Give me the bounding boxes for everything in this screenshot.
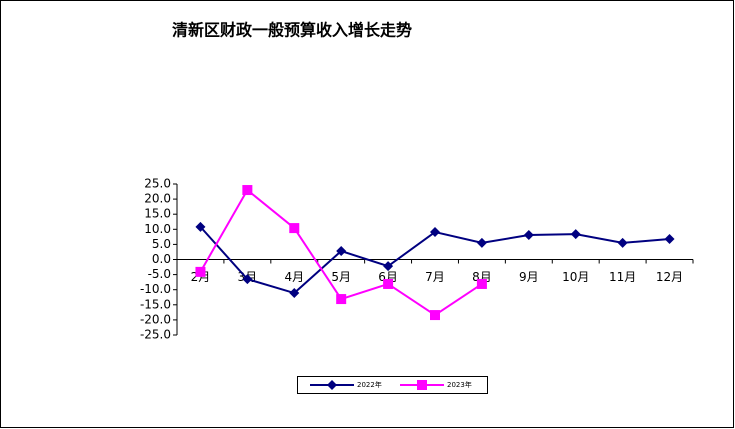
- marker: [617, 237, 628, 248]
- x-tick-label: 9月: [519, 270, 539, 284]
- marker: [336, 294, 347, 305]
- marker: [476, 278, 487, 289]
- x-tick-label: 12月: [656, 270, 683, 284]
- marker: [383, 261, 394, 272]
- marker: [570, 229, 581, 240]
- y-tick-label: -5.0: [148, 267, 171, 281]
- legend-label: 2023年: [447, 380, 472, 389]
- legend-marker: [327, 380, 337, 390]
- y-tick-label: 25.0: [144, 177, 171, 191]
- marker: [242, 185, 253, 196]
- marker: [195, 266, 206, 277]
- y-tick-label: 20.0: [144, 192, 171, 206]
- y-tick-label: 0.0: [152, 252, 171, 266]
- marker: [430, 227, 440, 238]
- marker: [195, 221, 206, 232]
- x-tick-label: 11月: [609, 270, 636, 284]
- legend-box: [297, 376, 488, 394]
- y-tick-label: 10.0: [144, 222, 171, 236]
- y-tick-label: -20.0: [140, 312, 171, 326]
- marker: [430, 310, 440, 321]
- chart-title: 清新区财政一般预算收入增长走势: [172, 21, 412, 40]
- x-tick-label: 4月: [284, 270, 304, 284]
- marker: [383, 278, 394, 289]
- y-tick-label: -15.0: [140, 297, 171, 311]
- legend-label: 2022年: [357, 380, 382, 389]
- marker: [336, 246, 347, 257]
- x-tick-label: 10月: [562, 270, 589, 284]
- x-tick-label: 7月: [425, 270, 445, 284]
- marker: [242, 274, 253, 285]
- y-tick-label: -10.0: [140, 282, 171, 296]
- marker: [289, 288, 300, 299]
- y-tick-label: 5.0: [152, 237, 171, 251]
- y-tick-label: 15.0: [144, 207, 171, 221]
- marker: [664, 233, 675, 244]
- marker: [289, 223, 300, 234]
- legend-marker: [417, 380, 427, 390]
- marker: [523, 230, 534, 241]
- marker: [476, 237, 487, 248]
- y-tick-label: -25.0: [140, 328, 171, 342]
- x-tick-label: 5月: [331, 270, 351, 284]
